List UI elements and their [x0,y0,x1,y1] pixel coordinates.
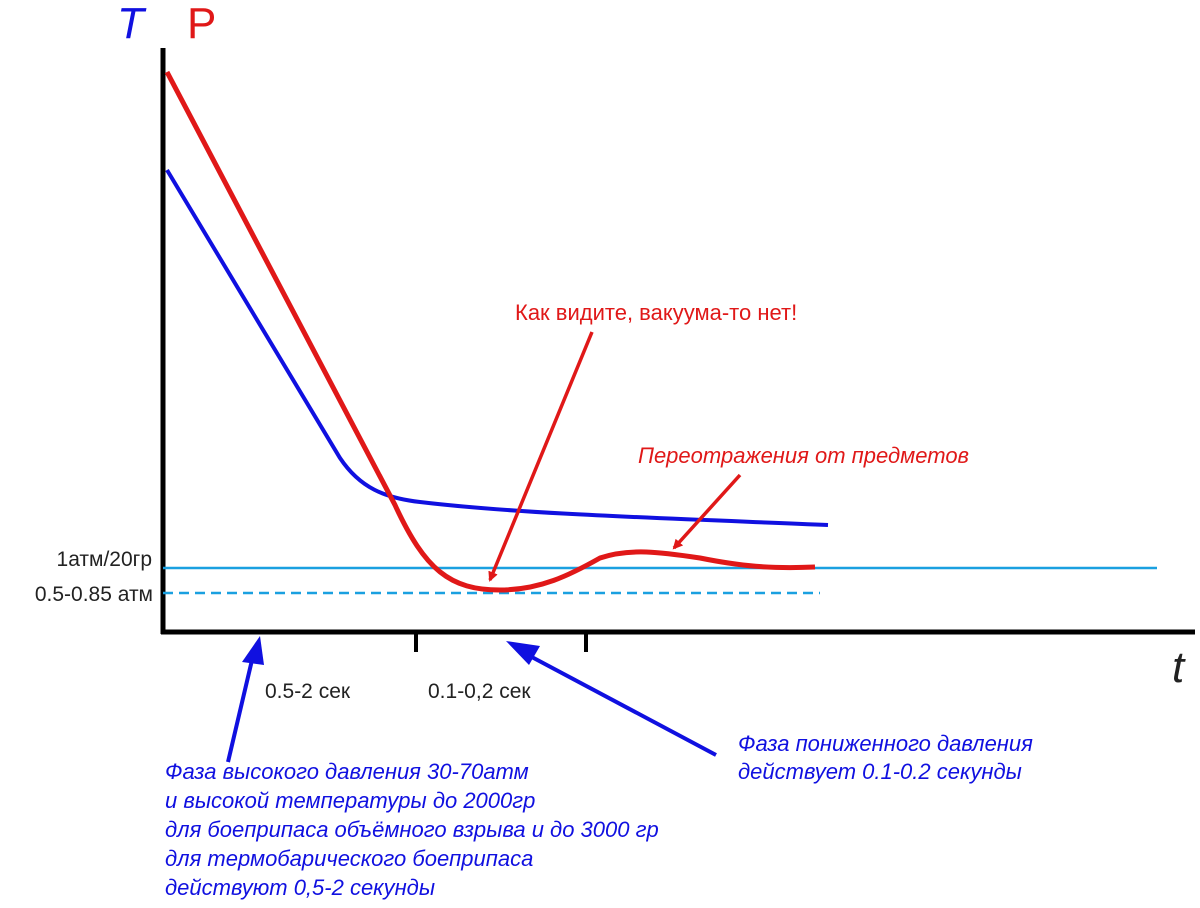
no-vacuum-arrow [488,331,594,582]
low-pressure-annotation-line-2: действует 0.1-0.2 секунды [738,759,1022,784]
y-label-P: P [187,0,216,48]
phase1-duration: 0.5-2 сек [265,680,351,703]
low-pressure-annotation-line-1: Фаза пониженного давления [738,731,1033,756]
low-pressure-arrow-head [506,641,540,665]
high-pressure-annotation-line-4: для термобарического боеприпаса [165,846,533,871]
y-label-T: T [117,0,147,48]
phase2-duration: 0.1-0,2 сек [428,680,531,703]
high-pressure-annotation-line-2: и высокой температуры до 2000гр [165,788,535,813]
reflections-arrow [672,473,742,550]
high-pressure-arrow-shaft [226,659,254,763]
high-pressure-annotation-line-3: для боеприпаса объёмного взрыва и до 300… [165,817,659,842]
low-pressure-arrow-shaft [527,653,717,757]
temperature-curve [165,168,829,527]
pressure-curve [164,70,816,593]
no-vacuum-annotation: Как видите, вакуума-то нет! [515,300,797,325]
high-pressure-annotation-line-1: Фаза высокого давления 30-70атм [165,759,529,784]
high-pressure-annotation-line-5: действуют 0,5-2 секунды [165,875,435,900]
high-pressure-arrow-head [242,636,264,665]
low-pressure-label: 0.5-0.85 атм [35,583,153,606]
atm-label: 1атм/20гр [57,548,152,571]
reflections-annotation: Переотражения от предметов [638,443,969,468]
x-label-t: t [1172,643,1186,692]
